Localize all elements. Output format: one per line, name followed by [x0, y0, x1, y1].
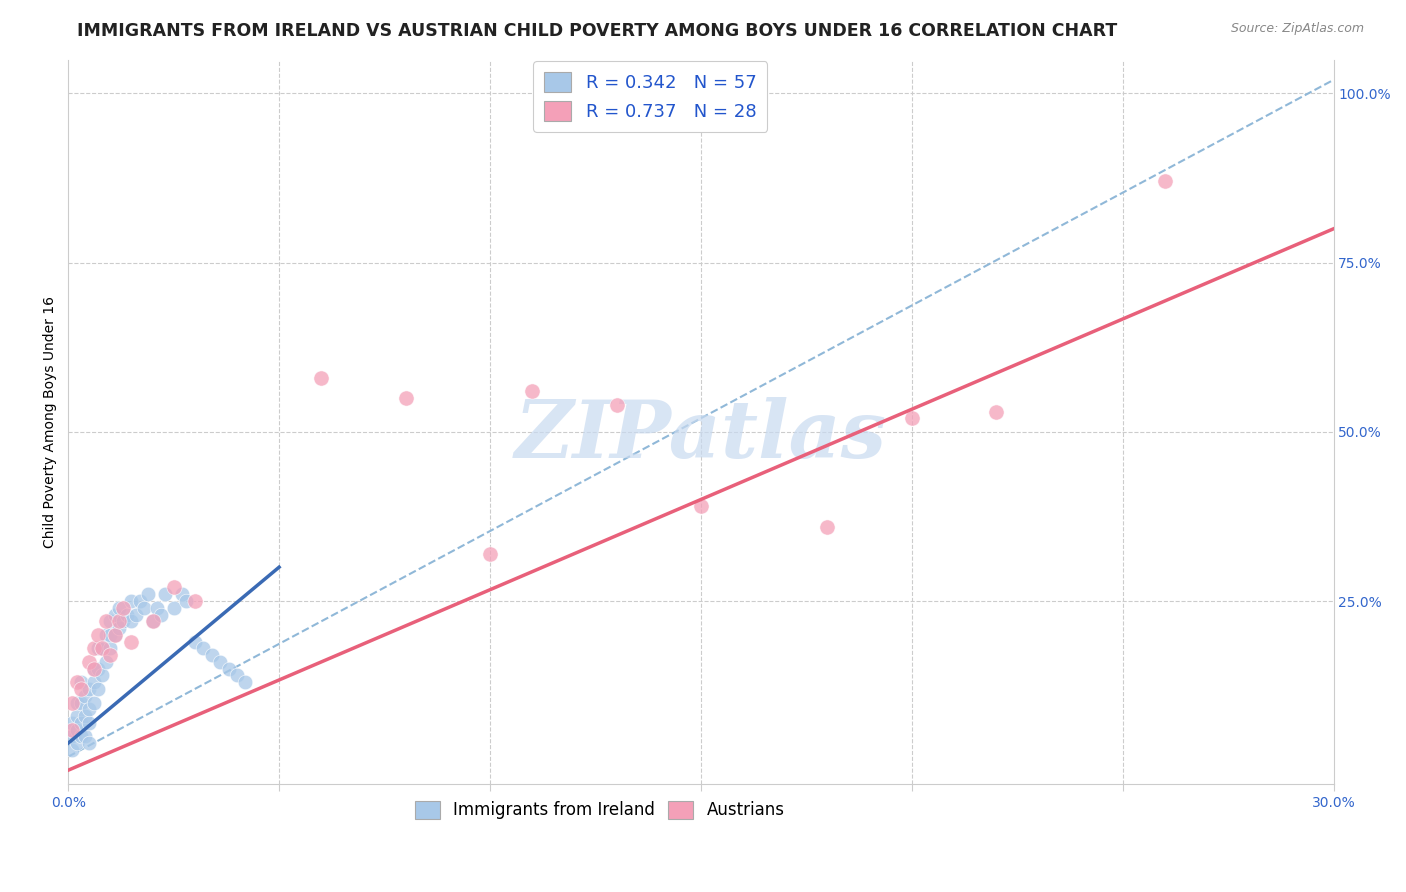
Point: [79, 681, 101, 696]
Text: IMMIGRANTS FROM IRELAND VS AUSTRIAN CHILD POVERTY AMONG BOYS UNDER 16 CORRELATIO: IMMIGRANTS FROM IRELAND VS AUSTRIAN CHIL…: [77, 22, 1118, 40]
Point: [129, 594, 152, 608]
Point: [689, 500, 711, 514]
Point: [79, 715, 101, 730]
Point: [193, 641, 215, 656]
Point: [96, 628, 118, 642]
Point: [62, 723, 84, 737]
Point: [79, 655, 101, 669]
Point: [520, 384, 543, 399]
Point: [62, 715, 84, 730]
Point: [112, 600, 135, 615]
Point: [155, 587, 177, 601]
Point: [176, 594, 198, 608]
Point: [70, 696, 93, 710]
Point: [984, 404, 1007, 418]
Point: [104, 628, 127, 642]
Point: [142, 615, 165, 629]
Point: [108, 600, 131, 615]
Point: [146, 600, 169, 615]
Point: [100, 628, 122, 642]
Point: [311, 370, 333, 384]
Point: [100, 615, 122, 629]
Point: [87, 628, 110, 642]
Point: [134, 600, 156, 615]
Point: [70, 715, 93, 730]
Point: [108, 621, 131, 635]
Point: [163, 581, 186, 595]
Point: [100, 648, 122, 662]
Point: [226, 668, 249, 682]
Point: [235, 675, 257, 690]
Point: [209, 655, 232, 669]
Point: [79, 702, 101, 716]
Point: [96, 615, 118, 629]
Point: [91, 641, 114, 656]
Point: [91, 641, 114, 656]
Point: [100, 641, 122, 656]
Point: [62, 696, 84, 710]
Point: [66, 675, 89, 690]
Point: [605, 398, 627, 412]
Point: [91, 668, 114, 682]
Point: [815, 519, 838, 533]
Point: [218, 662, 240, 676]
Point: [479, 547, 502, 561]
Point: [184, 634, 207, 648]
Legend: Immigrants from Ireland, Austrians: Immigrants from Ireland, Austrians: [408, 794, 792, 826]
Point: [66, 723, 89, 737]
Point: [121, 615, 143, 629]
Point: [900, 411, 922, 425]
Point: [150, 607, 173, 622]
Text: Source: ZipAtlas.com: Source: ZipAtlas.com: [1230, 22, 1364, 36]
Point: [70, 730, 93, 744]
Point: [70, 681, 93, 696]
Point: [395, 391, 418, 405]
Y-axis label: Child Poverty Among Boys Under 16: Child Poverty Among Boys Under 16: [44, 295, 58, 548]
Point: [87, 662, 110, 676]
Point: [121, 634, 143, 648]
Point: [66, 736, 89, 750]
Text: ZIPatlas: ZIPatlas: [515, 398, 887, 475]
Point: [104, 628, 127, 642]
Point: [201, 648, 224, 662]
Point: [83, 675, 105, 690]
Point: [83, 662, 105, 676]
Point: [66, 696, 89, 710]
Point: [75, 709, 97, 723]
Point: [117, 607, 139, 622]
Point: [104, 607, 127, 622]
Point: [108, 615, 131, 629]
Point: [138, 587, 160, 601]
Point: [66, 709, 89, 723]
Point: [75, 730, 97, 744]
Point: [79, 736, 101, 750]
Point: [172, 587, 194, 601]
Point: [1153, 174, 1175, 188]
Point: [87, 641, 110, 656]
Point: [62, 743, 84, 757]
Point: [83, 662, 105, 676]
Point: [163, 600, 186, 615]
Point: [121, 594, 143, 608]
Point: [184, 594, 207, 608]
Point: [142, 615, 165, 629]
Point: [125, 607, 148, 622]
Point: [83, 641, 105, 656]
Point: [112, 615, 135, 629]
Point: [62, 730, 84, 744]
Point: [83, 696, 105, 710]
Point: [96, 655, 118, 669]
Point: [87, 681, 110, 696]
Point: [75, 689, 97, 703]
Point: [70, 675, 93, 690]
